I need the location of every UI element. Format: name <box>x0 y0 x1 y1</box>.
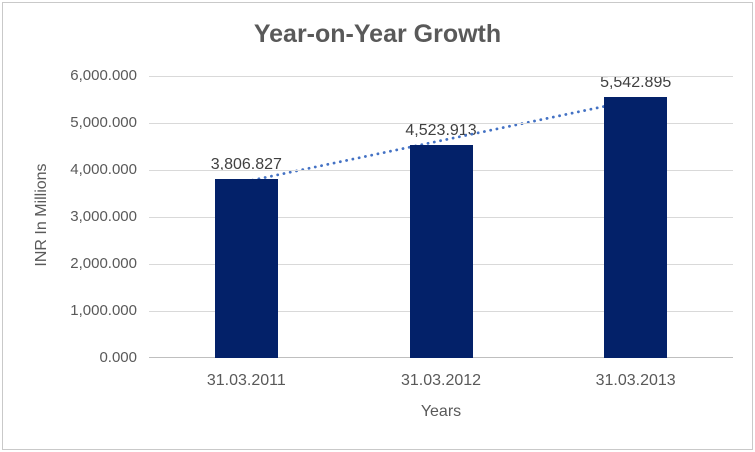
trendline <box>244 98 638 183</box>
y-tick-label: 0.000 <box>99 349 137 366</box>
chart-title: Year-on-Year Growth <box>253 20 502 48</box>
bar-data-label: 5,542.895 <box>600 74 672 92</box>
x-axis-title: Years <box>420 403 462 420</box>
plot-area <box>149 76 733 358</box>
gridline <box>149 76 733 77</box>
bar <box>214 179 278 358</box>
x-tick-label: 31.03.2012 <box>400 372 482 389</box>
y-tick-label: 5,000.000 <box>70 114 137 131</box>
bar <box>409 145 473 358</box>
bar <box>604 97 668 358</box>
trendline-dotted-line <box>244 98 638 183</box>
x-tick-label: 31.03.2013 <box>595 372 676 389</box>
y-tick-label: 4,000.000 <box>70 161 137 178</box>
y-tick-label: 3,000.000 <box>70 208 137 225</box>
gridline <box>149 123 733 124</box>
x-tick-label: 31.03.2011 <box>206 372 286 389</box>
y-tick-label: 6,000.000 <box>70 67 137 84</box>
y-tick-label: 2,000.000 <box>70 255 137 272</box>
y-tick-label: 1,000.000 <box>70 302 137 319</box>
bar-data-label: 3,806.827 <box>210 156 282 174</box>
bar-data-label: 4,523.913 <box>405 122 477 140</box>
